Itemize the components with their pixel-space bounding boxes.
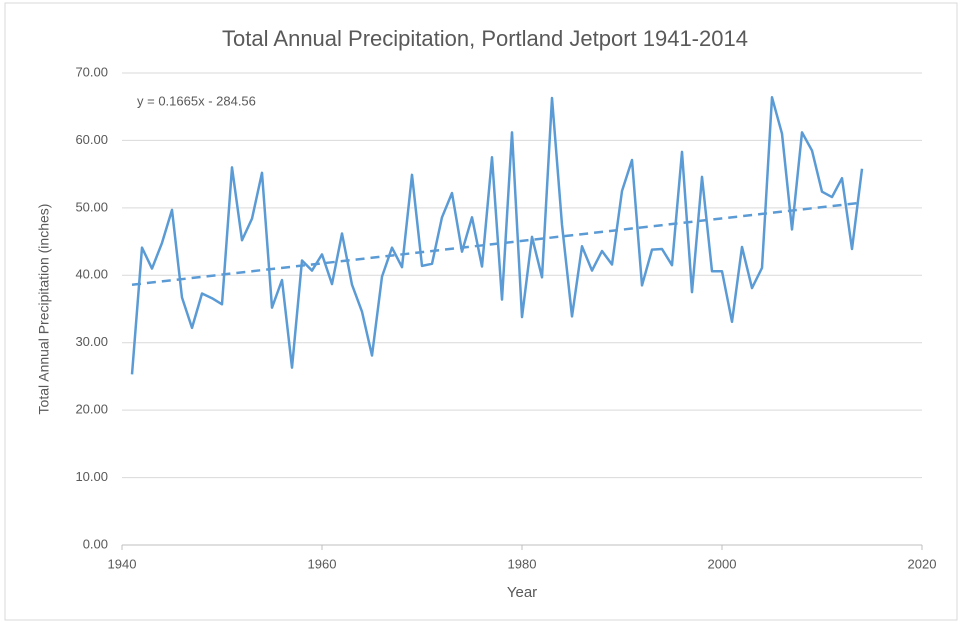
y-tick-label: 40.00 <box>75 267 108 282</box>
y-tick-label: 10.00 <box>75 469 108 484</box>
x-tick-label: 1940 <box>108 556 137 571</box>
chart-title: Total Annual Precipitation, Portland Jet… <box>222 26 748 51</box>
x-tick-label: 1960 <box>308 556 337 571</box>
y-tick-label: 50.00 <box>75 199 108 214</box>
y-axis-label: Total Annual Precipitation (inches) <box>36 204 52 415</box>
y-tick-label: 0.00 <box>83 536 108 551</box>
y-tick-label: 30.00 <box>75 334 108 349</box>
data-line <box>130 96 864 375</box>
trendline-equation: y = 0.1665x - 284.56 <box>137 93 256 108</box>
x-tick-label: 2020 <box>908 556 937 571</box>
x-axis-label: Year <box>507 584 537 601</box>
y-tick-label: 60.00 <box>75 132 108 147</box>
chart-frame <box>4 2 958 621</box>
y-tick-label: 20.00 <box>75 402 108 417</box>
y-tick-label: 70.00 <box>75 64 108 79</box>
x-tick-label: 2000 <box>708 556 737 571</box>
x-tick-label: 1980 <box>508 556 537 571</box>
